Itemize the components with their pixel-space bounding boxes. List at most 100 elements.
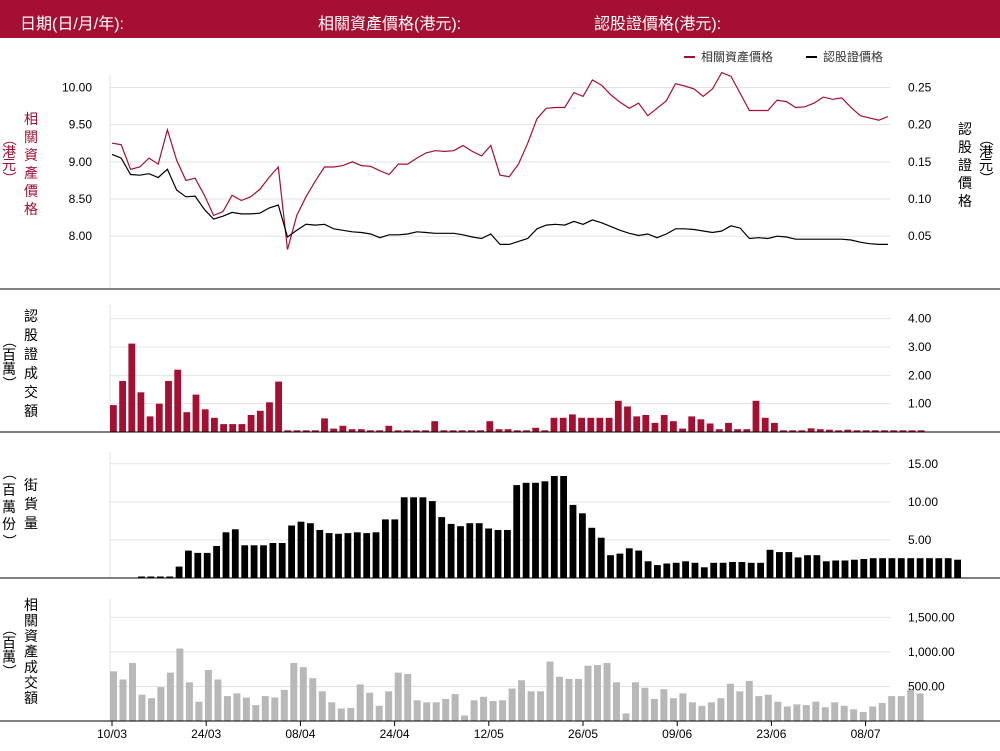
outstanding-bar [860,559,868,578]
asset-turnover-bar [148,698,155,721]
asset-turnover-tick-label: 1,000.00 [908,645,955,659]
outstanding-bar [391,519,399,578]
warrant-turnover-bar [844,429,852,432]
outstanding-bar [616,553,624,578]
asset-turnover-bar [280,689,288,721]
asset-turnover-bar [869,706,877,721]
warrant-turnover-bar [780,430,787,432]
warrant-turnover-bar [651,422,659,432]
left-tick-label: 8.50 [69,192,93,206]
warrant-turnover-bar [541,430,549,432]
warrant-turnover-bar [495,429,503,432]
outstanding-bar [428,501,436,578]
asset-turnover-bar [337,708,345,721]
right-axis-unit-char: 元 [979,157,993,173]
outstanding-tick-label: 10.00 [908,495,938,509]
outstanding-bar [879,558,886,578]
outstanding-bar [794,557,802,578]
outstanding-tick-label: 15.00 [908,457,938,471]
asset-turnover-bar [622,713,630,721]
asset-turnover-bar [736,691,744,721]
asset-turnover-bar [328,702,336,721]
warrant-turnover-bar [321,418,328,432]
warrant-turnover-bar [449,430,457,432]
asset-turnover-bar [783,706,791,721]
asset-turnover-bar [603,663,611,721]
outstanding-bar [166,576,174,578]
outstanding-bar [625,548,633,578]
asset-turnover-bar [119,679,127,721]
warrant-turnover-bar [403,430,411,432]
right-axis-title-char: 認 [958,121,972,137]
outstanding-bar [494,530,502,578]
asset-turnover-bar [366,692,374,721]
asset-turnover-bar [290,663,298,721]
outstanding-bar [935,558,943,578]
warrant-turnover-bar [165,381,172,432]
warrant-turnover-bar [899,430,907,432]
outstanding-unit-char: 份 [2,516,16,532]
warrant-turnover-bar [174,369,182,432]
asset-turnover-bar [347,707,355,721]
outstanding-bar [926,558,933,578]
outstanding-bar [363,533,371,578]
warrant-turnover-bar [293,430,301,432]
warrant-turnover-bar [862,430,870,432]
warrant-turnover-bar [578,417,585,432]
asset-turnover-bar [650,698,658,721]
warrant-turnover-bar [853,430,861,432]
x-tick-label: 08/07 [851,727,881,741]
outstanding-bar [438,517,446,578]
asset-turnover-bar [546,661,554,721]
asset-turnover-bar [575,678,582,721]
warrant-turnover-bar [670,421,677,432]
warrant-turnover-bar [275,381,282,432]
outstanding-bar [550,476,558,578]
warrant-turnover-bar [412,430,420,432]
outstanding-bar [822,561,830,578]
asset-turnover-bar [707,702,715,721]
asset-turnover-bar [660,689,668,721]
left-axis-unit-char: （ [1,132,17,146]
outstanding-bar [269,543,277,578]
warrant-turnover-bar [211,417,218,432]
right-axis-title-char: 股 [958,139,972,155]
warrant-turnover-bar [587,417,595,432]
warrant-turnover-tick-label: 3.00 [908,340,932,354]
x-tick-label: 26/05 [568,727,598,741]
left-axis-title-char: 資 [24,147,38,163]
warrant-turnover-unit-char: ） [1,376,17,390]
warrant-turnover-bar [908,430,916,432]
warrant-turnover-bar [266,402,273,433]
outstanding-bar [241,545,249,578]
asset-turnover-bar [527,691,535,721]
asset-turnover-bar [508,688,516,721]
warrant-turnover-title-char: 股 [24,327,38,343]
outstanding-bar [700,567,708,578]
asset-turnover-bar [223,696,231,721]
outstanding-bar [222,532,230,578]
asset-turnover-bar [442,698,450,721]
asset-turnover-bar [688,702,696,721]
asset-turnover-bar [233,693,241,721]
outstanding-bar [691,562,699,578]
outstanding-bar [747,562,755,578]
warrant-turnover-bar [422,430,429,432]
asset-turnover-unit-char: ） [1,664,17,678]
warrant-turnover-bar [183,412,191,432]
right-tick-label: 0.05 [908,229,932,243]
warrant-turnover-bar [238,424,246,432]
right-tick-label: 0.25 [908,80,932,94]
x-tick-label: 12/05 [474,727,504,741]
right-axis-unit-char: ） [978,171,994,185]
outstanding-bar [382,519,389,578]
outstanding-bar [607,555,614,578]
outstanding-bar [776,552,783,578]
asset-turnover-bar [698,705,706,721]
outstanding-bar [138,576,145,578]
outstanding-bar [213,546,220,578]
asset-turnover-bar [565,678,573,721]
outstanding-bar [757,562,764,578]
asset-turnover-bar [385,691,393,721]
outstanding-bar [597,537,605,578]
